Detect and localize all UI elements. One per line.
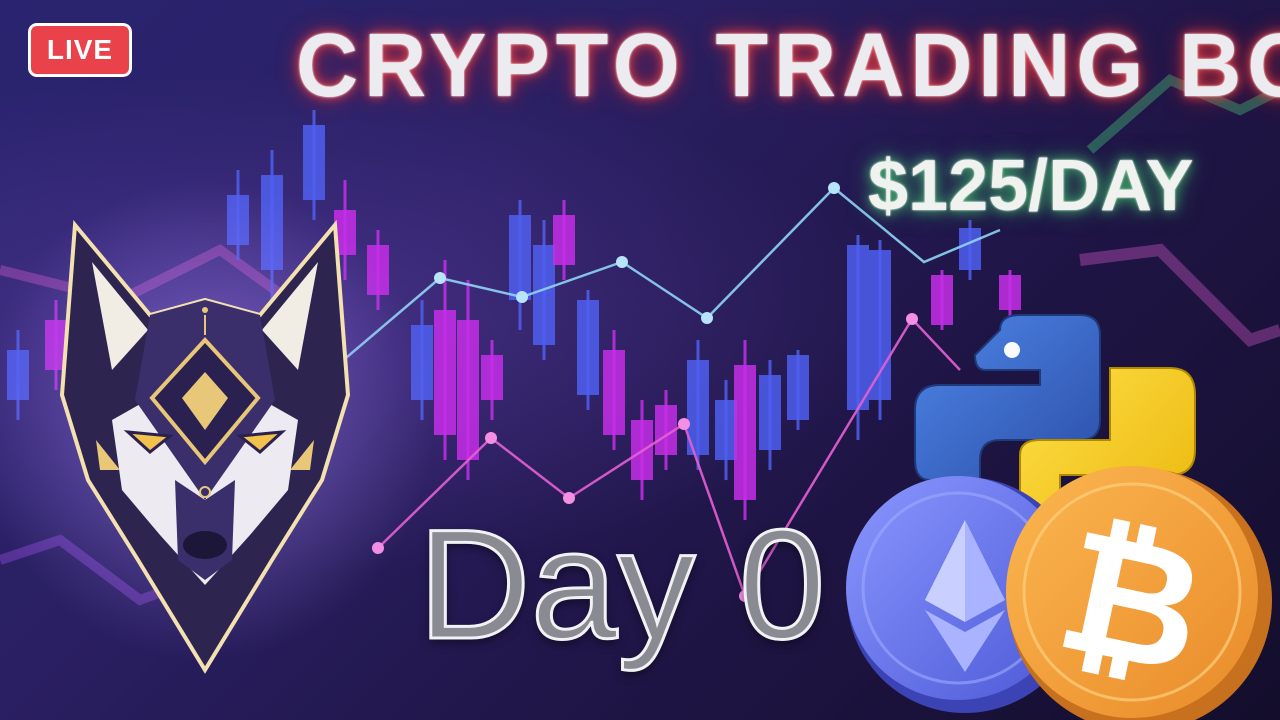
day-counter: Day 0 <box>417 498 828 672</box>
video-title: CRYPTO TRADING BOT <box>296 15 1280 117</box>
live-badge: LIVE <box>28 23 132 77</box>
candle-body <box>959 228 981 270</box>
live-badge-label: LIVE <box>46 34 114 65</box>
candle-body <box>715 400 737 460</box>
candle-body <box>734 365 756 500</box>
candle-body <box>577 300 599 395</box>
wolf-logo <box>0 180 435 674</box>
candle-body <box>869 250 891 400</box>
line-series-pink <box>372 313 961 602</box>
candle-body <box>931 275 953 325</box>
candle-body <box>759 375 781 450</box>
candle-body <box>687 360 709 455</box>
bitcoin-coin-icon: ₿ <box>1006 466 1272 720</box>
candle-body <box>533 245 555 345</box>
earnings-rate: $125/DAY <box>868 146 1194 226</box>
candle-body <box>553 215 575 265</box>
candle-body <box>434 310 456 435</box>
candle-body <box>787 355 809 420</box>
candle-body <box>655 405 677 455</box>
candle-body <box>603 350 625 435</box>
candle-body <box>457 320 479 460</box>
line-series-blue <box>319 182 1001 381</box>
candle-body <box>847 245 869 410</box>
candle-body <box>303 125 325 200</box>
candle-body <box>481 355 503 400</box>
candle-body <box>509 215 531 300</box>
candle-body <box>999 275 1021 310</box>
